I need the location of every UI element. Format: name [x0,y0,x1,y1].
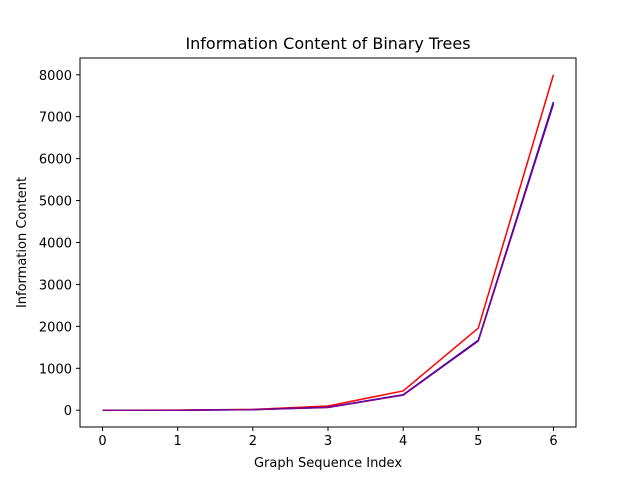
y-tick-label: 8000 [39,69,72,84]
x-axis-label: Graph Sequence Index [254,456,402,471]
plot-frame [79,57,577,428]
y-axis-ticks: 0 1000 2000 3000 4000 5000 6000 7000 8000 [39,69,80,419]
x-tick-label: 4 [399,434,407,449]
y-tick-label: 5000 [39,195,72,210]
y-axis-label: Information Content [15,177,30,308]
series-line-0 [102,74,555,411]
series-layer [102,74,555,411]
y-tick-label: 2000 [39,320,72,335]
x-tick-label: 5 [474,434,482,449]
y-tick-label: 6000 [39,153,72,168]
x-tick-label: 2 [249,434,257,449]
y-tick-label: 4000 [39,237,72,252]
x-tick-label: 6 [549,434,557,449]
chart-title: Information Content of Binary Trees [185,34,470,53]
y-tick-label: 3000 [39,278,72,293]
y-tick-label: 7000 [39,111,72,126]
y-tick-label: 1000 [39,362,72,377]
x-tick-label: 0 [98,434,106,449]
series-line-1 [102,101,555,411]
y-tick-label: 0 [64,404,72,419]
x-axis-ticks: 0 1 2 3 4 5 6 [98,427,558,449]
x-tick-label: 1 [174,434,182,449]
x-tick-label: 3 [324,434,332,449]
series-line-2 [102,103,555,411]
